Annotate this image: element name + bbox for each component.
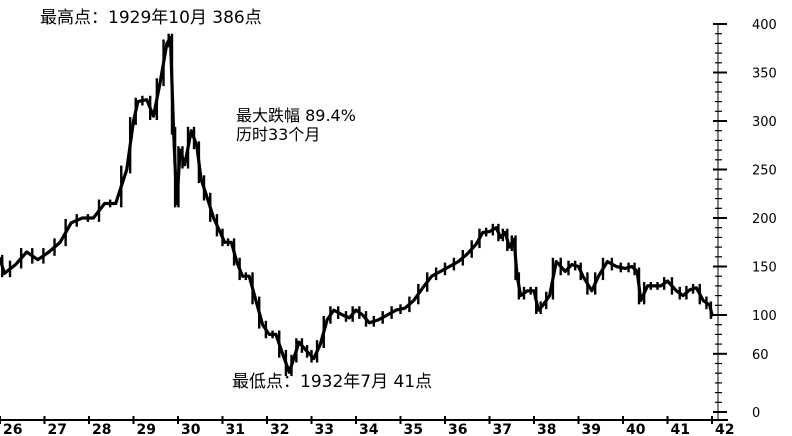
x-tick-label: 33 (315, 422, 334, 436)
y-tick-label: 60 (752, 348, 769, 363)
x-tick-label: 32 (270, 422, 289, 436)
low-point-annotation: 最低点：1932年7月 41点 (232, 372, 433, 392)
x-tick-label: 39 (582, 422, 601, 436)
y-tick-label: 350 (752, 67, 777, 82)
x-tick-label: 27 (48, 422, 67, 436)
x-tick-label: 42 (715, 422, 734, 436)
y-tick-label: 300 (752, 115, 777, 130)
x-tick-label: 36 (448, 422, 467, 436)
y-tick-label: 100 (752, 309, 777, 324)
x-tick-label: 37 (493, 422, 512, 436)
x-tick-label: 34 (359, 422, 379, 436)
x-tick-label: 29 (137, 422, 156, 436)
y-axis: 0 60 100 150 200 250 300 350 400 (713, 18, 777, 421)
x-tick-label: 38 (537, 422, 556, 436)
x-tick-label: 35 (404, 422, 423, 436)
x-tick-label: 28 (92, 422, 111, 436)
y-tick-label: 0 (752, 406, 760, 421)
x-tick-label: 31 (226, 422, 245, 436)
y-tick-label: 400 (752, 18, 777, 33)
x-tick-label: 30 (181, 422, 201, 436)
max-drop-value: 最大跌幅 89.4% (236, 106, 356, 125)
y-tick-label: 200 (752, 212, 777, 227)
high-point-annotation: 最高点：1929年10月 386点 (40, 8, 262, 28)
max-drop-annotation: 最大跌幅 89.4% 历时33个月 (236, 106, 356, 144)
price-line (0, 36, 714, 374)
x-tick-label: 40 (626, 422, 646, 436)
y-tick-label: 250 (752, 164, 777, 179)
x-tick-label: 26 (3, 422, 22, 436)
price-series (0, 33, 714, 377)
x-axis: 26 27 28 29 30 31 32 33 34 35 36 37 38 39 40 41 42 (0, 416, 734, 436)
drop-duration: 历时33个月 (236, 125, 321, 144)
x-tick-label: 41 (671, 422, 690, 436)
y-tick-label: 150 (752, 261, 777, 276)
